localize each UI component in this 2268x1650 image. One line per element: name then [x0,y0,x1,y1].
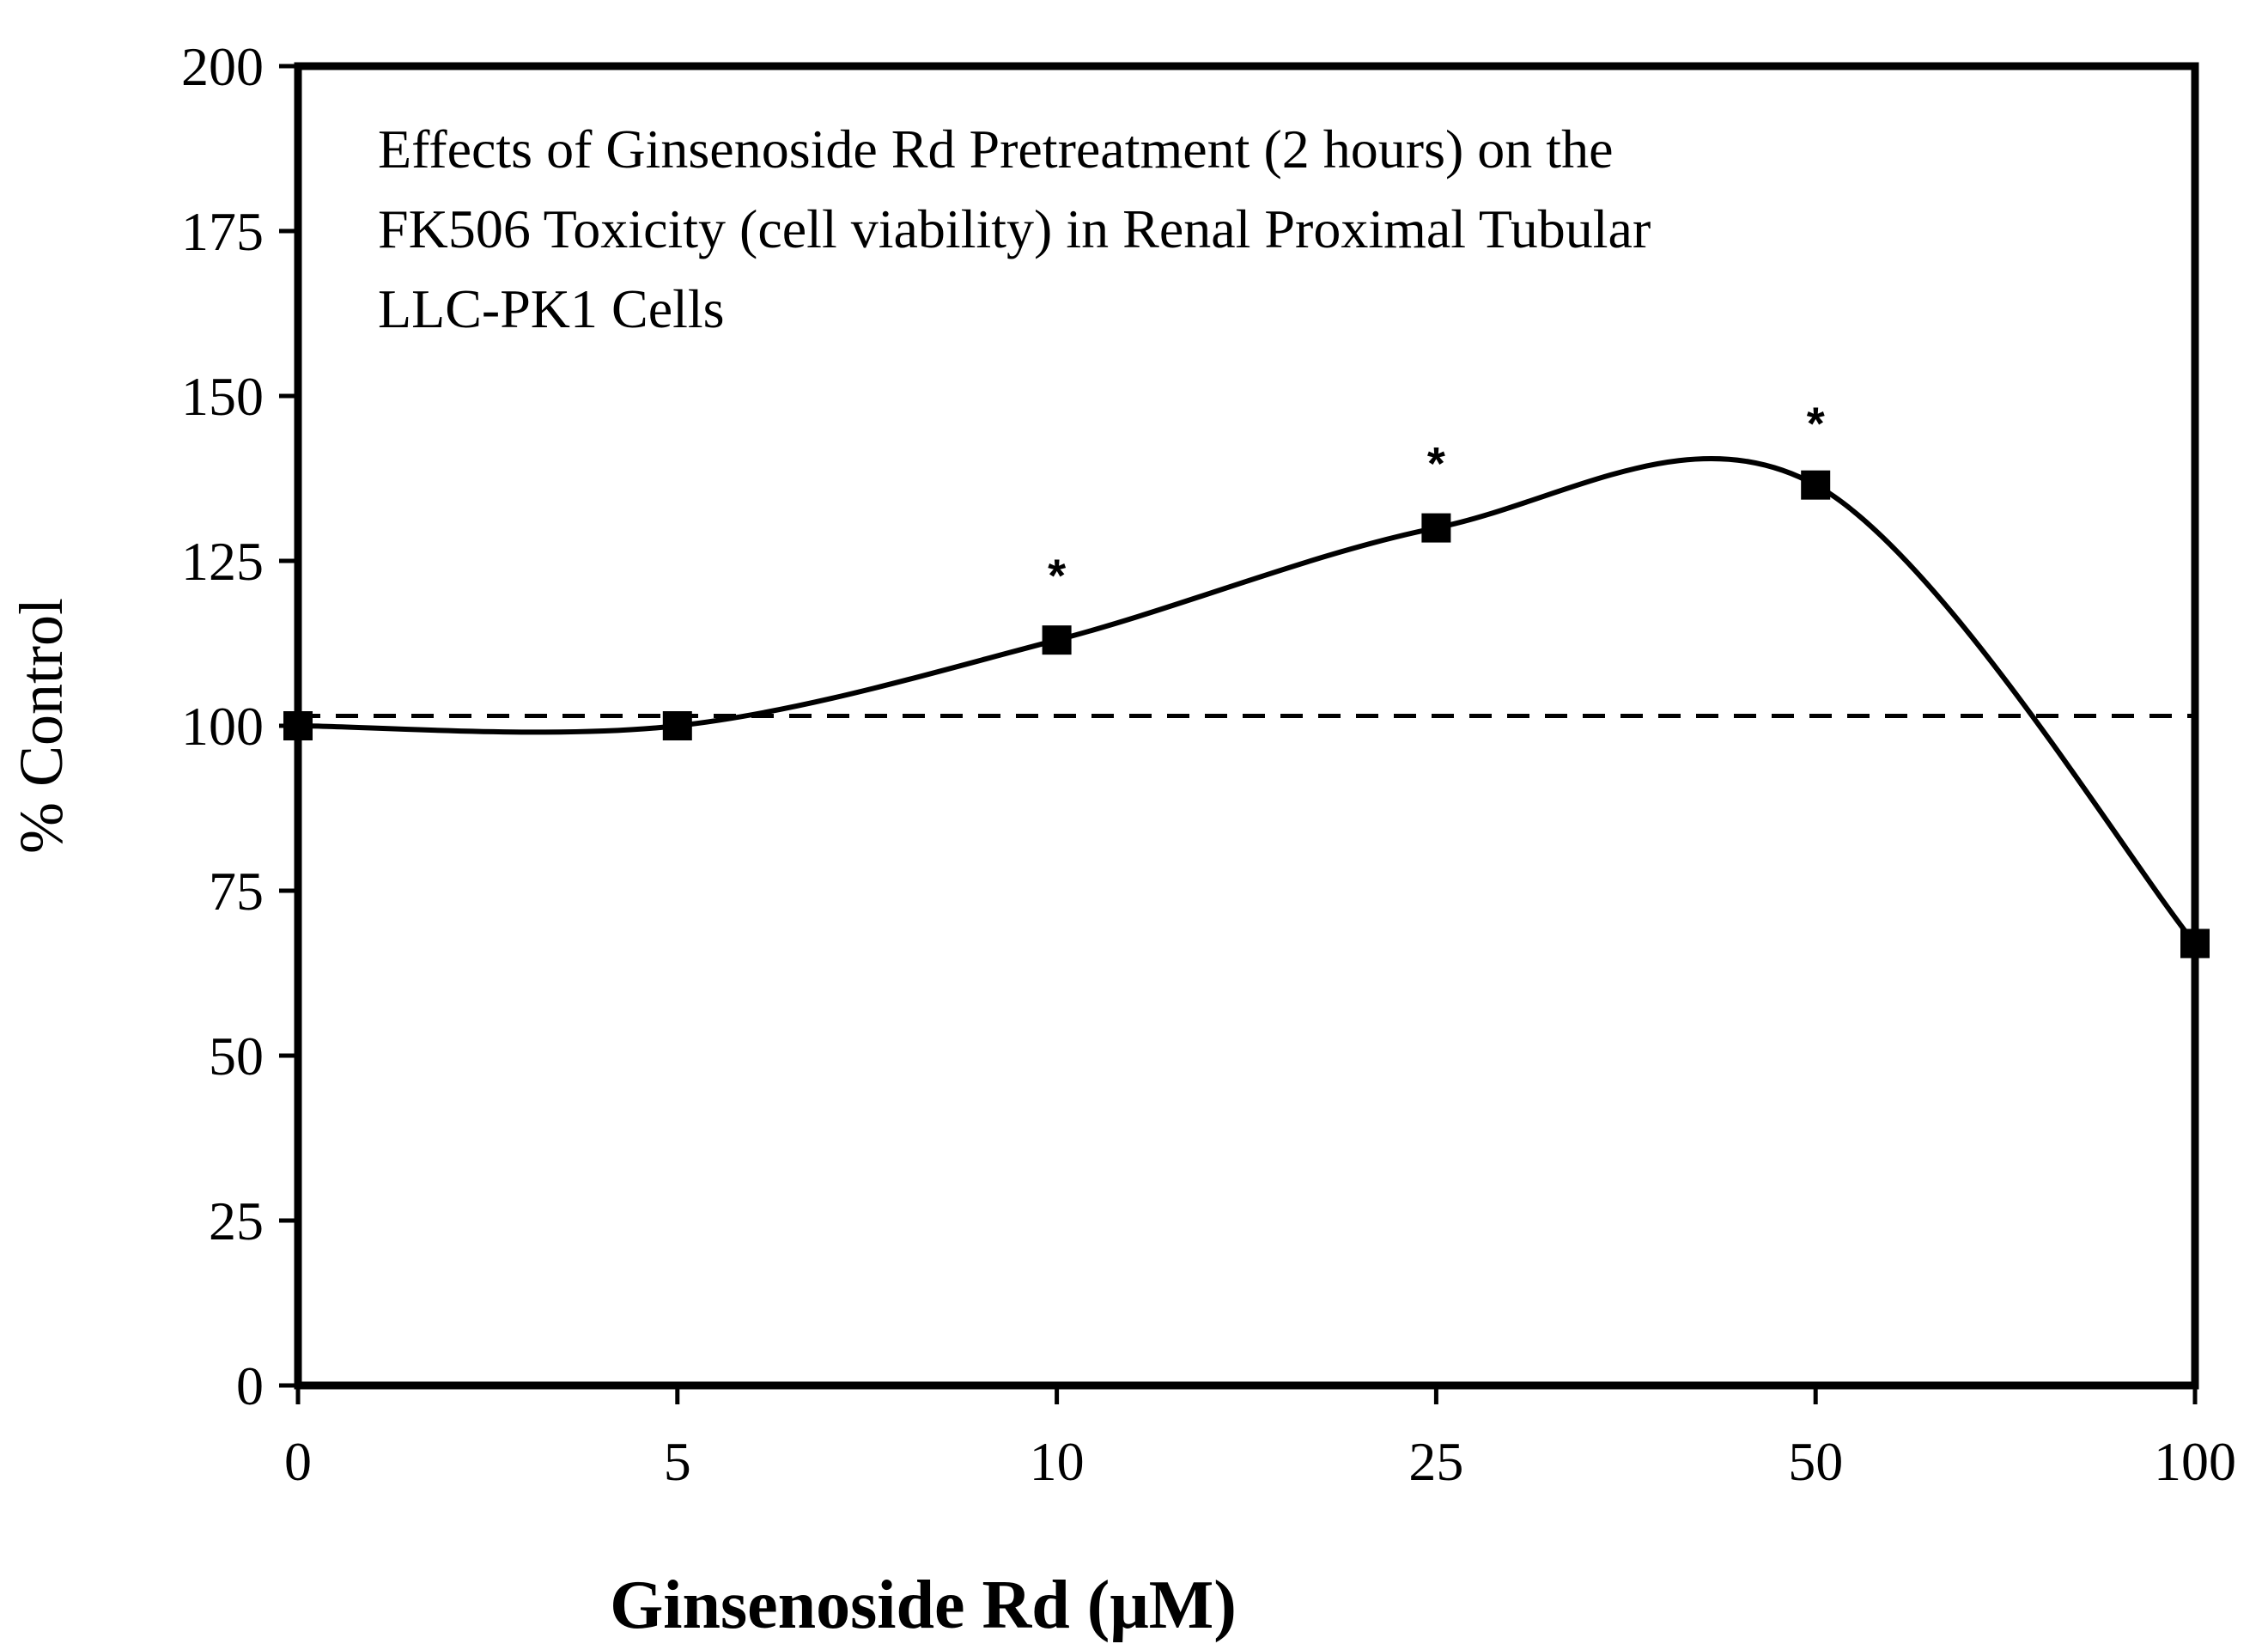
y-axis: 0 25 50 75 100 125 150 175 200 [181,36,298,1416]
data-point-marker [662,711,692,740]
title-line: FK506 Toxicity (cell viability) in Renal… [378,198,1651,259]
y-axis-title: % Control [7,598,76,854]
significance-asterisk: * [1807,399,1825,450]
annotations-group: * * * [1048,399,1825,602]
data-point-marker [1421,513,1451,543]
y-tick-label: 25 [209,1190,264,1251]
y-tick-label: 175 [181,201,264,262]
x-axis-title: Ginsenoside Rd (μM) [610,1568,1237,1643]
y-tick-label: 0 [236,1355,264,1416]
x-tick-label: 25 [1408,1431,1463,1492]
x-tick-label: 10 [1030,1431,1085,1492]
x-tick-label: 100 [2154,1431,2236,1492]
data-point-marker [1042,625,1072,655]
chart-title: Effects of Ginsenoside Rd Pretreatment (… [378,119,1651,339]
plot-frame [294,62,2199,1390]
y-tick-label: 125 [181,531,264,592]
data-point-marker [1801,470,1831,500]
y-tick-label: 150 [181,366,264,427]
x-tick-label: 0 [284,1431,312,1492]
significance-asterisk: * [1048,550,1066,601]
y-tick-label: 100 [181,696,264,757]
title-line: LLC-PK1 Cells [378,278,725,339]
y-tick-label: 50 [209,1026,264,1087]
x-tick-label: 50 [1788,1431,1843,1492]
series-group [283,456,2210,959]
series-line [297,456,2198,946]
title-line: Effects of Ginsenoside Rd Pretreatment (… [378,119,1613,180]
x-tick-label: 5 [664,1431,691,1492]
significance-asterisk: * [1427,438,1445,490]
y-tick-label: 200 [181,36,264,97]
y-tick-label: 75 [209,861,264,922]
x-axis: 0 5 10 25 50 100 [284,1385,2236,1492]
